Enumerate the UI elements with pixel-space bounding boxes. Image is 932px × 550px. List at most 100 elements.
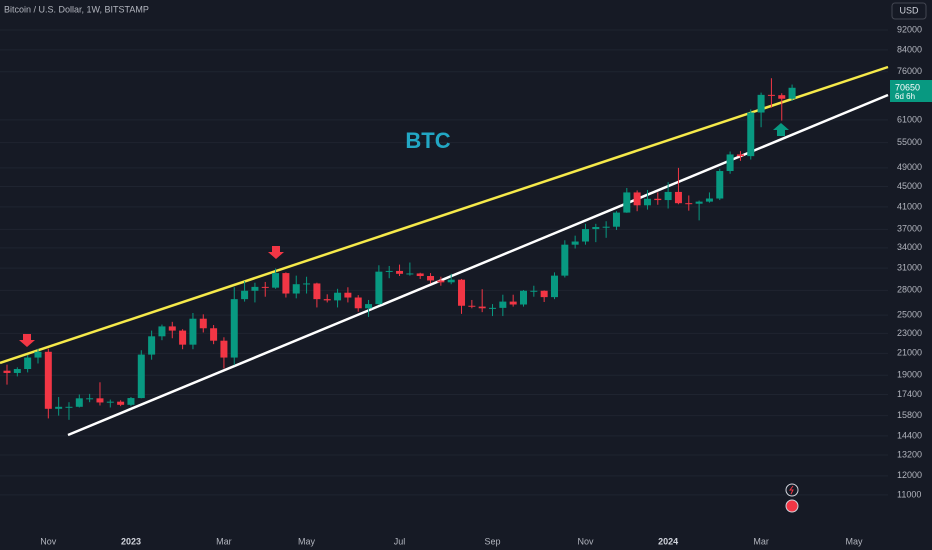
candle-body (747, 112, 755, 157)
candle-body (664, 191, 672, 201)
candle-body (313, 283, 321, 300)
candle-body (261, 286, 269, 288)
y-tick-label: 25000 (897, 310, 922, 320)
event-icon-bolt (789, 485, 794, 495)
x-tick-label: Nov (40, 536, 57, 546)
candle-body (375, 271, 383, 305)
candle-body (354, 297, 362, 309)
candle-body (447, 279, 455, 283)
candle-body (592, 227, 600, 230)
countdown: 6d 6h (895, 92, 915, 101)
y-tick-label: 11000 (897, 489, 921, 499)
x-tick-label: Nov (577, 536, 594, 546)
earnings-icon[interactable] (785, 499, 799, 513)
candle-body (468, 305, 476, 307)
grid (0, 29, 888, 496)
y-tick-label: 49000 (897, 162, 922, 172)
y-tick-label: 41000 (897, 201, 922, 211)
candle-body (385, 270, 393, 272)
candle-body (695, 201, 703, 204)
candle-body (199, 318, 207, 329)
resistance-trendline (0, 65, 889, 365)
candle-body (757, 94, 765, 113)
candle-body (437, 280, 445, 283)
y-tick-label: 23000 (897, 328, 922, 338)
candle-body (292, 284, 300, 294)
candle-body (365, 304, 373, 309)
candle-body (210, 328, 218, 341)
candle-body (106, 401, 114, 403)
candle-body (86, 398, 94, 400)
currency: USD (899, 5, 919, 15)
candle-body (633, 192, 641, 206)
x-tick-label: May (846, 536, 864, 546)
candle-body (427, 276, 435, 281)
candle-body (55, 406, 63, 409)
candle-body (127, 398, 135, 405)
candle-body (272, 273, 280, 288)
candle-body (561, 244, 569, 276)
candle-body (158, 326, 166, 337)
y-tick-label: 84000 (897, 44, 922, 54)
candle-body (623, 192, 631, 213)
candle-body (612, 212, 620, 227)
y-tick-label: 21000 (897, 348, 922, 358)
candle-body (736, 154, 744, 157)
last-price: 70650 (895, 82, 920, 92)
candle-body (726, 154, 734, 172)
price-tag-bg (890, 80, 932, 102)
y-tick-label: 37000 (897, 224, 922, 234)
candle-body (148, 336, 156, 355)
candle-body (581, 229, 589, 242)
candle-body (65, 406, 73, 408)
candle-body (458, 279, 466, 306)
annotation: BTC (405, 128, 450, 153)
chart-title: Bitcoin / U.S. Dollar, 1W, BITSTAMP (4, 4, 149, 14)
candle-body (705, 198, 713, 202)
candle-body (44, 351, 52, 409)
candle-body (406, 273, 414, 275)
candle-body (489, 307, 497, 309)
y-tick-label: 76000 (897, 66, 922, 76)
y-tick-label: 55000 (897, 137, 922, 147)
candle-body (230, 299, 238, 358)
candle-body (778, 95, 786, 99)
x-tick-label: 2023 (121, 536, 141, 546)
candle-body (416, 273, 424, 277)
x-tick-label: Mar (753, 536, 769, 546)
candle-body (654, 198, 662, 201)
down-arrow (268, 246, 284, 259)
candle-body (117, 401, 125, 405)
y-tick-label: 92000 (897, 24, 922, 34)
event-icon[interactable] (785, 483, 799, 497)
x-tick-label: May (298, 536, 316, 546)
candle-body (550, 275, 558, 298)
y-tick-label: 19000 (897, 370, 922, 380)
candles (3, 78, 796, 420)
candle-body (3, 370, 11, 373)
candle-body (220, 340, 228, 358)
candle-body (251, 286, 259, 291)
candle-body (602, 226, 610, 228)
x-tick-label: Mar (216, 536, 232, 546)
y-tick-label: 31000 (897, 262, 922, 272)
candle-body (282, 273, 290, 294)
candle-body (643, 198, 651, 206)
currency-box[interactable] (891, 2, 927, 20)
candle-body (189, 318, 197, 345)
candle-body (478, 306, 486, 309)
candle-body (303, 283, 311, 285)
y-tick-label: 34000 (897, 242, 922, 252)
candle-body (179, 330, 187, 345)
candle-body (137, 354, 145, 399)
y-tick-label: 45000 (897, 181, 922, 191)
candle-body (13, 369, 21, 373)
y-tick-label: 14400 (897, 430, 922, 440)
candle-body (499, 301, 507, 308)
candle-body (168, 326, 176, 331)
candle-body (520, 290, 527, 305)
candle-body (767, 94, 775, 96)
candle-body (344, 292, 352, 298)
